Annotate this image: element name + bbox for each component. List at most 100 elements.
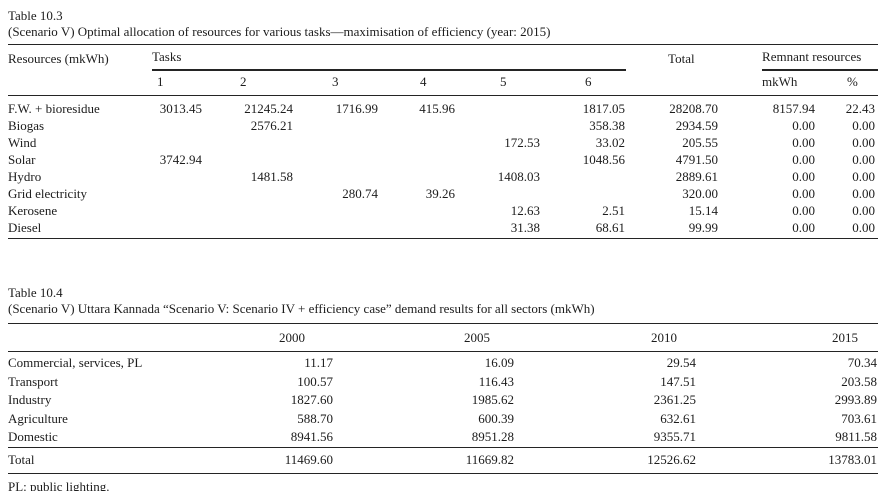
remnant-mkwh-cell: 0.00: [792, 169, 816, 184]
task-value-cell: [294, 117, 379, 134]
remnant-mkwh-cell: 0.00: [719, 219, 817, 239]
task-value-cell: [203, 134, 294, 151]
year-value-cell: 600.39: [478, 410, 514, 426]
year-value-cell: 8941.56: [173, 428, 334, 448]
sector-name-cell: Agriculture: [8, 410, 68, 426]
table-row: Diesel 31.38 68.61 99.99 0.00 0.00: [8, 219, 879, 239]
column-header-year-2000: 2000: [173, 323, 334, 352]
task-value-cell: 358.38: [589, 118, 626, 133]
total-cell: 320.00: [682, 186, 719, 201]
task-value-cell: [294, 219, 379, 239]
total-row: Total 11469.60 11669.82 12526.62 13783.0…: [8, 447, 878, 474]
year-value-cell: 203.58: [841, 373, 877, 389]
table-row: Kerosene 12.63 2.51 15.14 0.00 0.00: [8, 202, 878, 219]
table-10-3-section: Table 10.3 (Scenario V) Optimal allocati…: [8, 8, 893, 239]
total-row-label: Total: [8, 447, 173, 474]
task-value-cell: [456, 117, 541, 134]
total-value-cell: 12526.62: [515, 447, 697, 474]
tasks-group-wrap: Tasks: [145, 49, 627, 71]
remnant-pct-cell: 0.00: [852, 118, 876, 133]
task-value-cell: [203, 151, 294, 168]
total-cell: 99.99: [626, 219, 720, 239]
task-value-cell: 68.61: [541, 219, 627, 239]
sector-name-cell: Transport: [8, 373, 59, 389]
year-value-cell: 2993.89: [834, 392, 877, 407]
year-value-cell: 9355.71: [515, 428, 697, 448]
task-value-cell: 1716.99: [335, 101, 378, 116]
year-value-cell: 632.61: [660, 410, 696, 426]
remnant-mkwh-cell: 0.00: [792, 186, 816, 201]
column-header-task-6: 6: [541, 70, 627, 96]
column-group-tasks: Tasks: [145, 45, 627, 71]
table-row: Grid electricity 280.74 39.26 320.00 0.0…: [8, 185, 878, 202]
column-header-total: Total: [626, 44, 720, 96]
remnant-group-wrap: Remnant resources: [719, 49, 879, 71]
year-value-cell: 8951.28: [334, 428, 515, 448]
remnant-pct-cell: 0.00: [852, 203, 876, 218]
table-row: Transport 100.57 116.43 147.51 203.58: [8, 373, 878, 392]
total-cell: 205.55: [682, 135, 719, 150]
task-value-cell: [379, 151, 456, 168]
task-value-cell: [379, 219, 456, 239]
remnant-pct-cell: 0.00: [852, 152, 876, 167]
task-value-cell: [145, 168, 203, 185]
table-10-4-section: Table 10.4 (Scenario V) Uttara Kannada “…: [8, 285, 893, 491]
task-value-cell: 415.96: [419, 101, 455, 116]
task-value-cell: 12.63: [510, 203, 540, 218]
sector-name-cell: Domestic: [8, 428, 173, 448]
task-value-cell: [379, 117, 456, 134]
resource-name-cell: F.W. + bioresidue: [8, 101, 100, 116]
task-value-cell: 280.74: [342, 186, 378, 201]
task-value-cell: [541, 168, 626, 185]
column-header-remnant-mkwh: mkWh: [719, 70, 817, 96]
year-value-cell: 29.54: [666, 355, 696, 370]
year-value-cell: 70.34: [847, 355, 877, 370]
task-value-cell: [203, 202, 294, 219]
table-row: Agriculture 588.70 600.39 632.61 703.61: [8, 410, 878, 429]
task-value-cell: [379, 168, 456, 185]
task-value-cell: 21245.24: [244, 101, 293, 116]
header-row-years: 2000 2005 2010 2015: [8, 323, 878, 352]
table-10-3-label: Table 10.3: [8, 8, 63, 23]
column-header-sector-blank: [8, 323, 173, 352]
resource-name-cell: Solar: [8, 152, 36, 167]
remnant-mkwh-cell: 0.00: [792, 135, 816, 150]
task-value-cell: 39.26: [425, 186, 455, 201]
task-value-cell: 3013.45: [159, 101, 202, 116]
task-value-cell: [456, 151, 541, 168]
task-value-cell: [145, 185, 203, 202]
tasks-group-rule: [152, 69, 627, 71]
task-value-cell: [145, 202, 203, 219]
sector-name-cell: Industry: [8, 392, 52, 407]
task-value-cell: [145, 219, 203, 239]
total-value-cell: 11669.82: [334, 447, 515, 474]
column-group-remnant: Remnant resources: [719, 45, 879, 71]
year-value-cell: 588.70: [297, 410, 333, 426]
year-value-cell: 703.61: [841, 410, 877, 426]
remnant-pct-cell: 0.00: [816, 219, 879, 239]
table-10-3: Resources (mkWh) Tasks Total Remnant res…: [8, 44, 879, 239]
table-row: Solar 3742.94 1048.56 4791.50 0.00 0.00: [8, 151, 878, 168]
table-row: Industry 1827.60 1985.62 2361.25 2993.89: [8, 391, 878, 410]
table-10-4: 2000 2005 2010 2015 Commercial, services…: [8, 323, 878, 474]
resource-name-cell: Diesel: [8, 219, 145, 239]
year-value-cell: 147.51: [660, 373, 696, 389]
resource-name-cell: Wind: [8, 135, 37, 150]
remnant-group-rule: [762, 69, 879, 71]
table-row: Wind 172.53 33.02 205.55 0.00 0.00: [8, 134, 878, 151]
column-header-task-4: 4: [379, 70, 456, 96]
table-10-4-caption: (Scenario V) Uttara Kannada “Scenario V:…: [8, 301, 595, 316]
header-row-subcolumns: 1 2 3 4 5 6 mkWh %: [8, 70, 879, 96]
resource-name-cell: Biogas: [8, 118, 45, 133]
year-value-cell: 9811.58: [697, 428, 878, 448]
task-value-cell: 33.02: [595, 135, 626, 150]
resource-name-cell: Grid electricity: [8, 186, 88, 201]
table-10-4-label: Table 10.4: [8, 285, 63, 300]
year-value-cell: 1827.60: [290, 392, 333, 407]
task-value-cell: [456, 96, 541, 118]
column-header-year-2010: 2010: [515, 323, 697, 352]
column-header-task-3: 3: [294, 70, 379, 96]
task-value-cell: 2576.21: [250, 118, 293, 133]
table-row: Domestic 8941.56 8951.28 9355.71 9811.58: [8, 428, 878, 448]
